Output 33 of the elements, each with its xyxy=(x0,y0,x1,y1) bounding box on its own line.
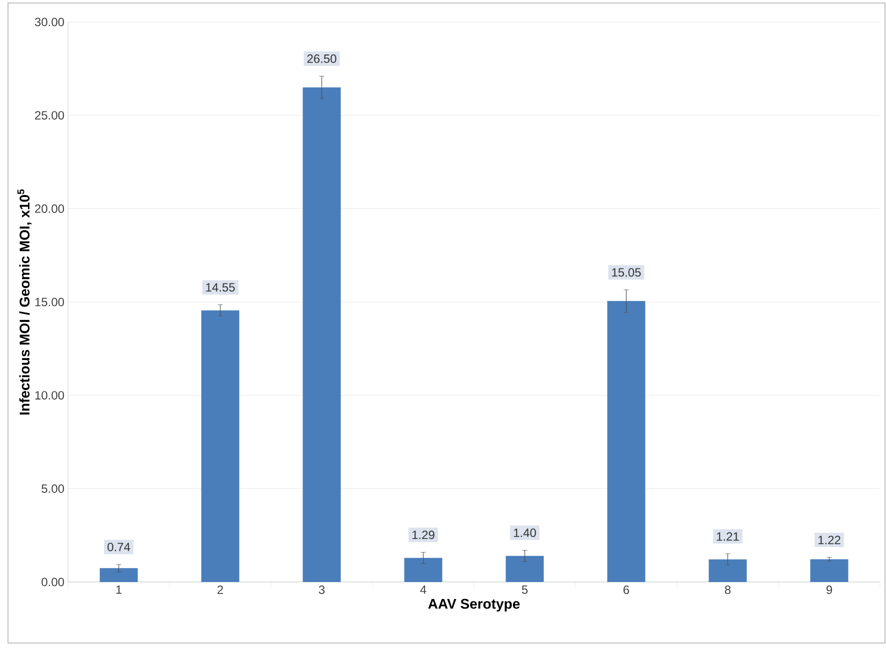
data-label: 26.50 xyxy=(307,54,336,63)
data-label: 14.55 xyxy=(206,283,235,292)
y-axis-title: Infectious MOI / Geomic MOI, x10$^{5}$ xyxy=(17,189,32,414)
x-tick-label: 8 xyxy=(724,586,731,594)
data-label: 1.40 xyxy=(514,528,536,538)
bar xyxy=(201,310,240,582)
x-tick-label: 5 xyxy=(522,586,528,594)
bar xyxy=(506,556,544,582)
x-axis-title: AAV Serotype xyxy=(428,598,520,612)
y-tick-label: 0.00 xyxy=(42,578,64,586)
bar xyxy=(708,559,747,582)
x-tick-label: 1 xyxy=(116,586,122,594)
data-label: 1.22 xyxy=(818,536,840,544)
y-tick-label: 5.00 xyxy=(42,484,64,493)
x-tick-label: 3 xyxy=(318,586,325,594)
bar xyxy=(302,87,341,582)
y-tick-label: 15.00 xyxy=(35,298,64,306)
bar xyxy=(810,559,848,582)
bar xyxy=(607,301,646,582)
bar xyxy=(404,558,442,582)
data-label: 0.74 xyxy=(108,542,130,552)
bar xyxy=(100,568,138,582)
y-tick-label: 10.00 xyxy=(35,391,64,400)
data-label: 15.05 xyxy=(612,268,641,277)
data-label: 1.29 xyxy=(412,530,434,540)
y-tick-label: 30.00 xyxy=(34,18,64,26)
y-tick-label: 20.00 xyxy=(35,204,64,213)
x-tick-label: 9 xyxy=(826,586,832,594)
x-tick-label: 2 xyxy=(218,586,223,594)
x-tick-label: 4 xyxy=(420,586,426,594)
y-tick-label: 25.00 xyxy=(35,111,64,120)
x-tick-label: 6 xyxy=(624,586,630,594)
data-label: 1.21 xyxy=(716,532,739,541)
